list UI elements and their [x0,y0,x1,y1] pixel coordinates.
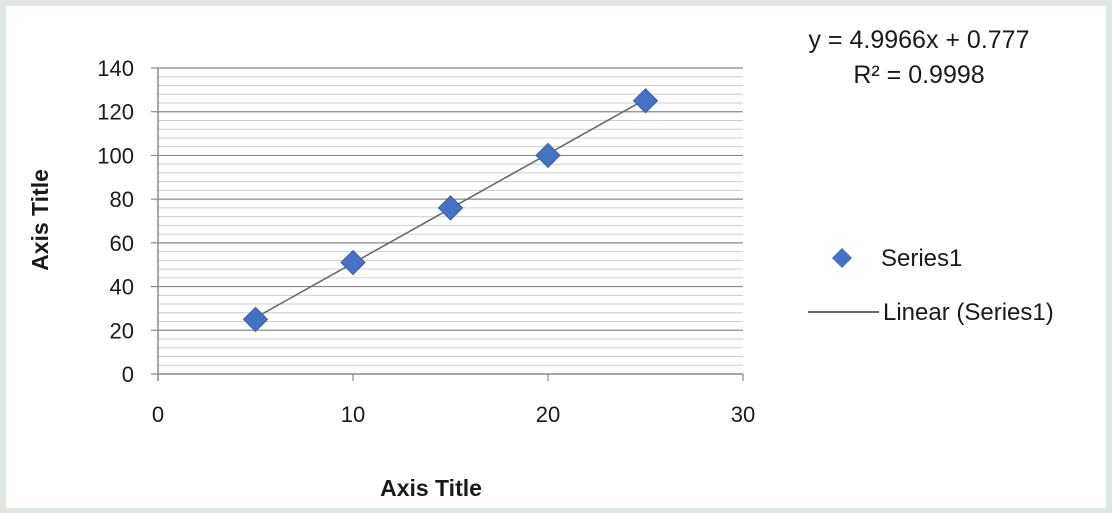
legend-series-label: Series1 [881,245,962,272]
x-tick-label: 30 [731,402,755,427]
x-tick-label: 20 [536,402,560,427]
y-tick-label: 100 [97,143,134,168]
x-tick-label: 10 [341,402,365,427]
y-tick-label: 20 [110,318,134,343]
data-point [535,142,561,169]
y-tick-label: 40 [110,275,134,300]
x-axis-title: Axis Title [380,475,482,501]
x-tick-label: 0 [152,402,164,427]
y-tick-label: 120 [97,100,134,125]
y-tick-label: 80 [110,187,134,212]
data-point [437,195,464,221]
y-tick-label: 60 [110,231,134,256]
data-point [242,306,269,333]
legend-trendline-label: Linear (Series1) [883,299,1054,326]
axes [151,67,744,381]
tick-labels: 0 20 40 60 80 100 120 140 0 10 20 30 [97,56,755,427]
data-point [340,249,366,276]
r-squared: R² = 0.9998 [853,61,984,89]
chart-frame: 0 20 40 60 80 100 120 140 0 10 20 30 Axis Title Axi… [6,6,1106,508]
y-axis-title: Axis Title [27,169,53,271]
data-points [242,88,659,333]
trendline-equation: y = 4.9966x + 0.777 [808,26,1029,54]
data-point [632,88,659,114]
scatter-chart: 0 20 40 60 80 100 120 140 0 10 20 30 Axis Title Axi… [27,26,1054,501]
y-tick-label: 0 [122,362,134,387]
legend-series-marker [832,248,852,268]
y-tick-label: 140 [97,56,134,81]
legend: Series1 Linear (Series1) [808,245,1054,326]
